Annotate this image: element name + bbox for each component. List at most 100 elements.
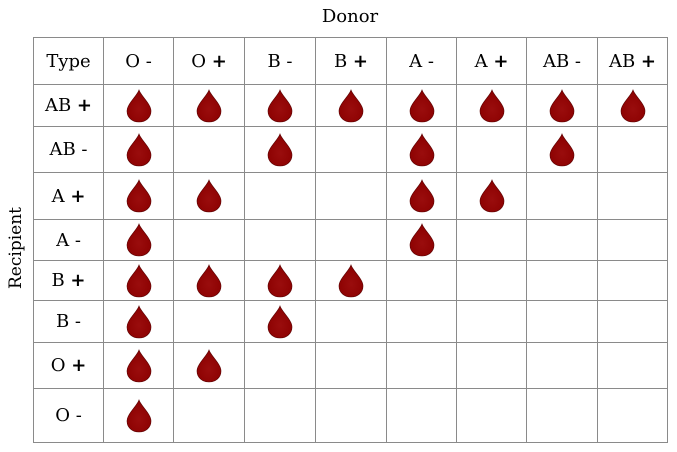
compatibility-cell xyxy=(103,388,174,443)
compatibility-cell xyxy=(173,388,245,443)
compatibility-cell xyxy=(244,219,316,261)
donor-header: AB + xyxy=(597,37,668,85)
blood-drop-icon xyxy=(549,88,575,122)
compatibility-cell xyxy=(244,172,316,220)
compatibility-cell xyxy=(103,84,174,127)
donor-header: A + xyxy=(456,37,527,85)
corner-header-text: Type xyxy=(46,50,91,72)
compatibility-cell xyxy=(315,219,387,261)
recipient-axis-title: Recipient xyxy=(6,207,26,289)
table-row: O + xyxy=(33,342,668,389)
compatibility-cell xyxy=(173,260,245,301)
compatibility-cell xyxy=(597,84,668,127)
blood-drop-icon xyxy=(267,88,293,122)
donor-header-text: AB - xyxy=(542,50,582,72)
compatibility-cell xyxy=(597,126,668,173)
compatibility-cell xyxy=(173,219,245,261)
compatibility-cell xyxy=(456,388,527,443)
recipient-header-text: AB + xyxy=(44,95,93,116)
table-row: B + xyxy=(33,260,668,301)
blood-drop-icon xyxy=(338,88,364,122)
compatibility-cell xyxy=(456,84,527,127)
compatibility-cell xyxy=(244,126,316,173)
donor-header-text: B + xyxy=(333,50,369,72)
compatibility-cell xyxy=(456,300,527,343)
compatibility-cell xyxy=(526,219,598,261)
header-row: Type O - O + B - B + A - A + AB - AB + xyxy=(33,37,668,85)
table-row: AB - xyxy=(33,126,668,173)
blood-drop-icon xyxy=(196,88,222,122)
compatibility-cell xyxy=(456,342,527,389)
compatibility-cell xyxy=(244,388,316,443)
recipient-header-text: B - xyxy=(55,311,82,332)
blood-drop-icon xyxy=(479,179,504,213)
compatibility-cell xyxy=(173,342,245,389)
compatibility-cell xyxy=(386,388,457,443)
recipient-header: A + xyxy=(33,172,104,220)
compatibility-cell xyxy=(597,342,668,389)
table-row: A - xyxy=(33,219,668,261)
compatibility-cell xyxy=(386,172,457,220)
blood-drop-icon xyxy=(620,88,645,122)
blood-drop-icon xyxy=(409,223,434,257)
donor-axis-title: Donor xyxy=(321,6,379,27)
blood-drop-icon xyxy=(196,263,222,297)
blood-drop-icon xyxy=(126,398,151,432)
blood-drop-icon xyxy=(126,132,151,166)
compatibility-cell xyxy=(456,126,527,173)
corner-header: Type xyxy=(33,37,104,85)
compatibility-cell xyxy=(103,300,174,343)
compatibility-cell xyxy=(173,84,245,127)
compatibility-table: Type O - O + B - B + A - A + AB - AB + AB + AB - A … xyxy=(33,37,668,443)
compatibility-cell xyxy=(386,84,457,127)
donor-header: O - xyxy=(103,37,174,85)
blood-drop-icon xyxy=(409,132,434,166)
blood-drop-icon xyxy=(126,348,151,382)
compatibility-cell xyxy=(386,342,457,389)
compatibility-cell xyxy=(526,260,598,301)
recipient-header: B + xyxy=(33,260,104,301)
compatibility-cell xyxy=(456,172,527,220)
blood-drop-icon xyxy=(409,179,434,213)
compatibility-cell xyxy=(173,300,245,343)
table-row: A + xyxy=(33,172,668,220)
compatibility-cell xyxy=(315,172,387,220)
donor-header-text: O + xyxy=(191,50,227,72)
donor-header-text: A + xyxy=(474,50,509,72)
compatibility-cell xyxy=(103,172,174,220)
blood-drop-icon xyxy=(126,304,151,338)
compatibility-cell xyxy=(526,126,598,173)
recipient-header-text: O + xyxy=(50,355,87,376)
compatibility-cell xyxy=(526,388,598,443)
blood-drop-icon xyxy=(126,179,151,213)
blood-drop-icon xyxy=(267,263,293,297)
compatibility-cell xyxy=(244,260,316,301)
donor-header-text: O - xyxy=(125,50,152,72)
compatibility-cell xyxy=(597,300,668,343)
table-row: B - xyxy=(33,300,668,343)
compatibility-cell xyxy=(386,219,457,261)
blood-drop-icon xyxy=(267,132,293,166)
recipient-header-text: AB - xyxy=(49,139,88,160)
blood-drop-icon xyxy=(196,179,222,213)
donor-header: AB - xyxy=(526,37,598,85)
compatibility-cell xyxy=(315,126,387,173)
compatibility-cell xyxy=(315,84,387,127)
compatibility-cell xyxy=(386,126,457,173)
compatibility-cell xyxy=(244,84,316,127)
blood-drop-icon xyxy=(126,223,151,257)
recipient-header: B - xyxy=(33,300,104,343)
table-row: O - xyxy=(33,388,668,443)
blood-drop-icon xyxy=(267,304,293,338)
compatibility-cell xyxy=(456,219,527,261)
donor-header: A - xyxy=(386,37,457,85)
compatibility-cell xyxy=(526,342,598,389)
recipient-header-text: A - xyxy=(56,229,81,251)
donor-header: B + xyxy=(315,37,387,85)
compatibility-cell xyxy=(526,300,598,343)
recipient-header: A - xyxy=(33,219,104,261)
compatibility-cell xyxy=(103,260,174,301)
table-row: AB + xyxy=(33,84,668,127)
blood-drop-icon xyxy=(338,263,364,297)
recipient-header: AB - xyxy=(33,126,104,173)
